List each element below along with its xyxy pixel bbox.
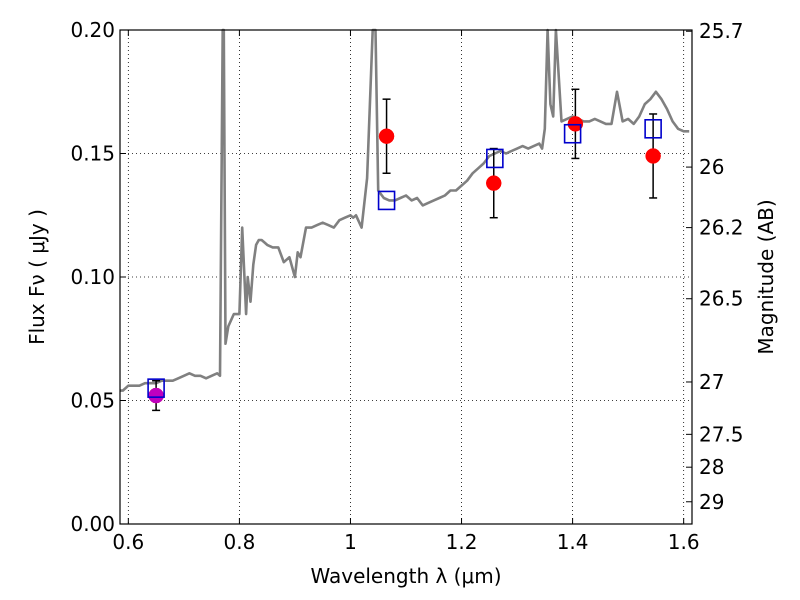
data-point	[645, 148, 661, 164]
x-tick-label: 1	[344, 530, 357, 554]
model-square	[563, 123, 582, 144]
x-tick-label: 1.4	[557, 530, 589, 554]
mag-tick-label: 26.5	[699, 287, 744, 311]
x-tick-label: 1.6	[668, 530, 700, 554]
y-tick-label: 0.05	[70, 389, 115, 413]
y-tick-label: 0.15	[70, 142, 115, 166]
mag-tick-label: 27	[699, 370, 724, 394]
grid	[120, 30, 692, 524]
model-square	[147, 378, 165, 398]
model-square	[377, 190, 396, 211]
mag-tick-label: 29	[699, 490, 724, 514]
y-tick-label: 0.10	[70, 265, 115, 289]
x-tick-label: 0.8	[223, 530, 255, 554]
x-axis-title: Wavelength λ (μm)	[310, 564, 501, 588]
mag-tick-label: 28	[699, 455, 724, 479]
data-point	[148, 387, 164, 404]
mag-tick-label: 26.2	[699, 216, 744, 240]
y-tick-label: 0.00	[70, 512, 115, 536]
y-axis-title: Flux Fν ( μJy )	[25, 209, 49, 345]
y-tick-label: 0.20	[70, 18, 115, 42]
mag-tick-label: 26	[699, 155, 724, 179]
data-point	[485, 175, 502, 191]
x-tick-label: 1.2	[446, 530, 478, 554]
mag-tick-label: 27.5	[699, 422, 744, 446]
ticks-layer: 0.6 0.8 1 1.2 1.4 1.6 0.00 0.05 0.10 0.15 0.20 25.7…	[70, 18, 743, 554]
y2-axis-title: Magnitude (AB)	[754, 199, 778, 354]
mag-tick-label: 25.7	[699, 19, 744, 43]
data-point	[378, 128, 395, 144]
data-point	[567, 116, 584, 132]
points-layer	[147, 88, 662, 412]
model-square	[644, 119, 662, 139]
x-tick-label: 0.6	[112, 530, 144, 554]
model-square	[486, 148, 504, 169]
plot-background	[120, 30, 692, 524]
